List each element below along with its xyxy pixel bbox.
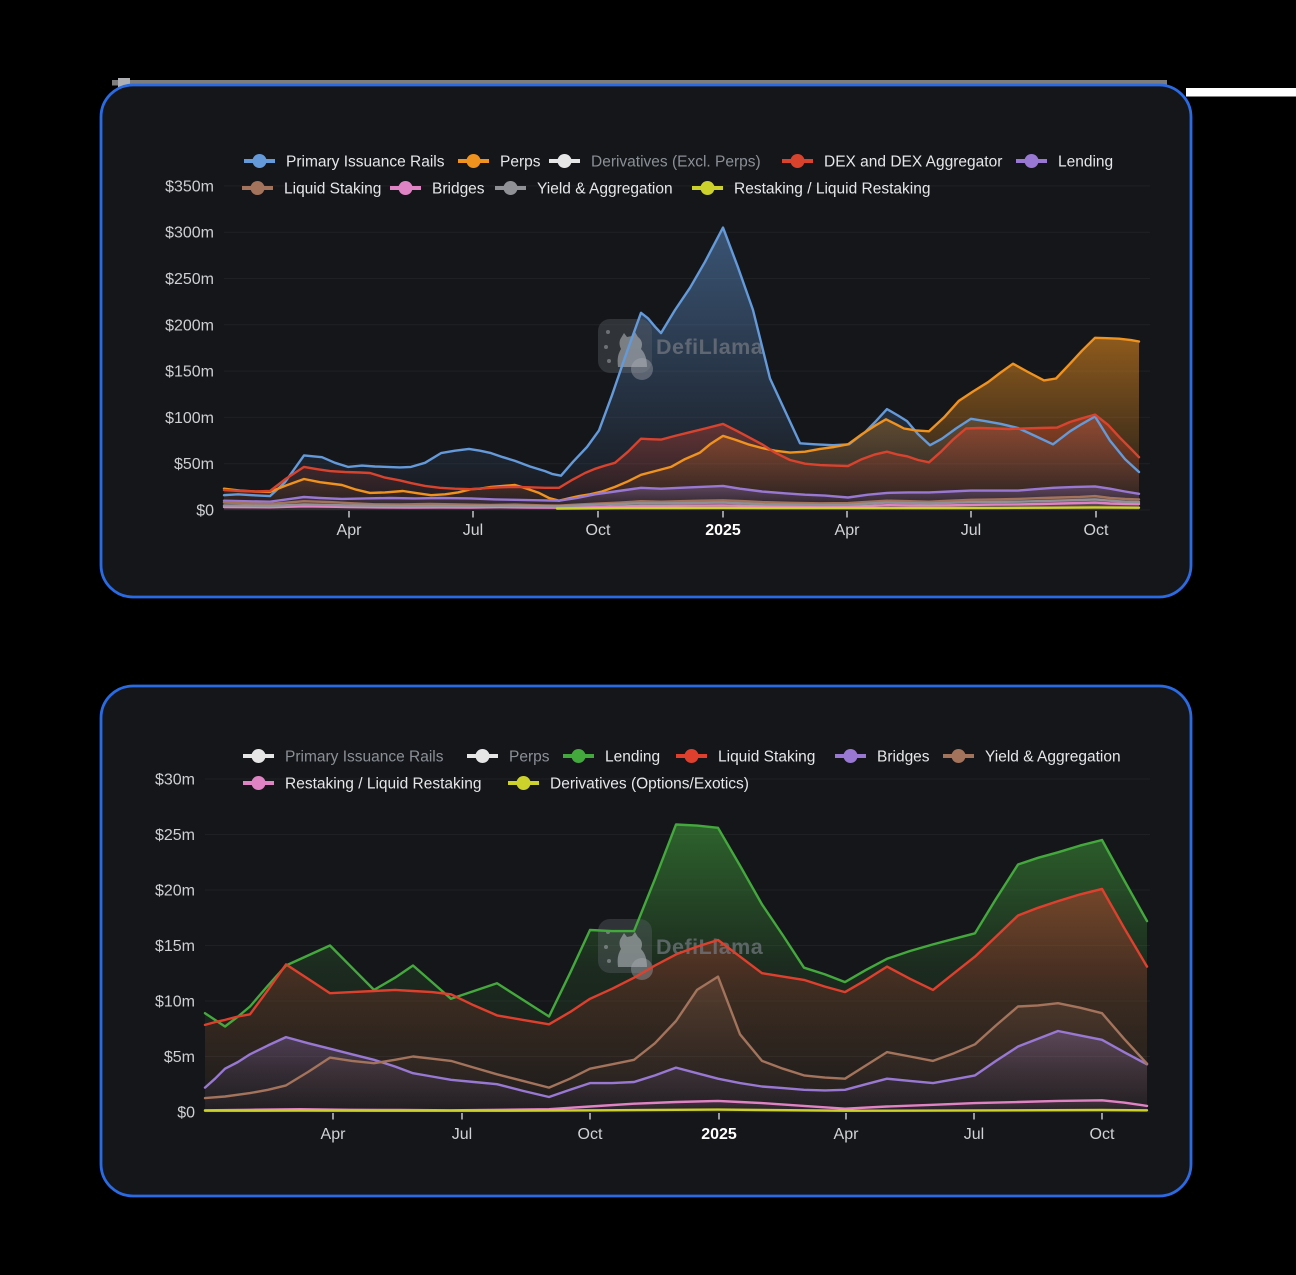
svg-text:Jul: Jul	[463, 522, 483, 539]
svg-text:$50m: $50m	[174, 456, 214, 473]
svg-text:$300m: $300m	[165, 225, 214, 242]
svg-text:Primary Issuance Rails: Primary Issuance Rails	[285, 749, 444, 766]
svg-text:Perps: Perps	[500, 154, 541, 171]
svg-text:$15m: $15m	[155, 938, 195, 955]
svg-text:Bridges: Bridges	[877, 749, 930, 766]
svg-text:Liquid Staking: Liquid Staking	[284, 181, 381, 198]
svg-text:DEX and DEX Aggregator: DEX and DEX Aggregator	[824, 154, 1002, 171]
svg-text:Lending: Lending	[1058, 154, 1113, 171]
svg-text:Restaking / Liquid Restaking: Restaking / Liquid Restaking	[285, 776, 481, 793]
svg-text:2025: 2025	[701, 1126, 737, 1143]
svg-text:$30m: $30m	[155, 772, 195, 789]
svg-text:$20m: $20m	[155, 883, 195, 900]
svg-text:Oct: Oct	[1084, 522, 1109, 539]
svg-text:$150m: $150m	[165, 364, 214, 381]
svg-text:Jul: Jul	[961, 522, 981, 539]
svg-text:Liquid Staking: Liquid Staking	[718, 749, 815, 766]
svg-text:Oct: Oct	[586, 522, 611, 539]
svg-text:Jul: Jul	[452, 1126, 472, 1143]
svg-text:Yield & Aggregation: Yield & Aggregation	[537, 181, 673, 198]
svg-text:Perps: Perps	[509, 749, 550, 766]
svg-text:$25m: $25m	[155, 827, 195, 844]
svg-text:Apr: Apr	[321, 1126, 347, 1143]
svg-text:Derivatives (Excl. Perps): Derivatives (Excl. Perps)	[591, 154, 761, 171]
svg-text:Oct: Oct	[1090, 1126, 1115, 1143]
svg-text:$10m: $10m	[155, 994, 195, 1011]
svg-text:$0: $0	[177, 1105, 195, 1122]
svg-text:2025: 2025	[705, 522, 741, 539]
svg-text:Apr: Apr	[337, 522, 363, 539]
svg-text:Jul: Jul	[964, 1126, 984, 1143]
svg-text:Yield & Aggregation: Yield & Aggregation	[985, 749, 1121, 766]
svg-text:Restaking / Liquid Restaking: Restaking / Liquid Restaking	[734, 181, 930, 198]
svg-text:Apr: Apr	[834, 1126, 860, 1143]
svg-text:Oct: Oct	[578, 1126, 603, 1143]
svg-text:Bridges: Bridges	[432, 181, 485, 198]
svg-text:Primary Issuance Rails: Primary Issuance Rails	[286, 154, 445, 171]
svg-text:$0: $0	[196, 503, 214, 520]
svg-text:$200m: $200m	[165, 317, 214, 334]
svg-text:Derivatives (Options/Exotics): Derivatives (Options/Exotics)	[550, 776, 749, 793]
svg-text:$100m: $100m	[165, 410, 214, 427]
svg-text:DefiLlama: DefiLlama	[656, 335, 764, 359]
svg-text:Lending: Lending	[605, 749, 660, 766]
svg-text:$250m: $250m	[165, 271, 214, 288]
svg-text:Apr: Apr	[835, 522, 861, 539]
svg-text:$350m: $350m	[165, 178, 214, 195]
svg-text:$5m: $5m	[164, 1049, 195, 1066]
